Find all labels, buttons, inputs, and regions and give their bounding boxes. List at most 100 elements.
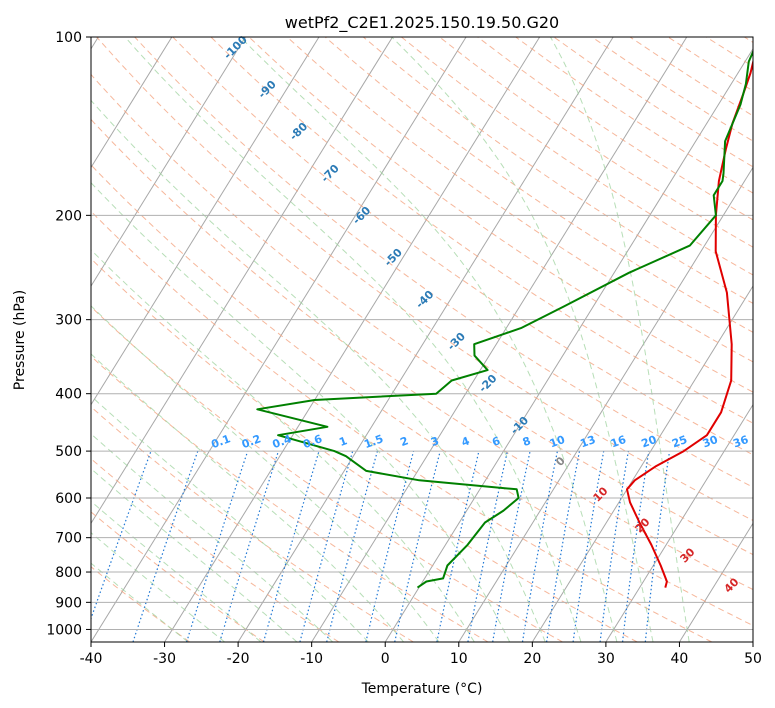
dry-adiabat-line: [91, 257, 638, 642]
mixing-ratio-label: 20: [640, 433, 659, 451]
dry-adiabat-line: [91, 210, 713, 642]
moist-adiabat-line: [91, 562, 189, 642]
mixing-ratio-line: [572, 450, 605, 642]
moist-adiabat-label: -40: [413, 288, 436, 311]
mixing-ratio-line: [186, 450, 249, 642]
x-tick-label: -30: [153, 651, 176, 667]
dry-adiabat-line: [91, 406, 414, 642]
moist-adiabat-label: -20: [476, 372, 499, 395]
isotherm-line: [237, 37, 614, 642]
mixing-ratio-label: 13: [578, 433, 597, 450]
mixing-ratio-label: 4: [460, 434, 472, 449]
x-axis-title: Temperature (°C): [361, 681, 483, 697]
x-tick-label: -20: [227, 651, 250, 667]
mixing-ratio-label: 1: [337, 434, 349, 449]
y-tick-label: 100: [55, 30, 82, 46]
dry-adiabat-line: [324, 37, 753, 333]
background-lines: [91, 37, 753, 642]
profile-series: [256, 49, 753, 589]
y-axis-title: Pressure (hPa): [12, 290, 28, 390]
mixing-ratio-label: 10: [548, 433, 567, 451]
isotherm-label: 40: [722, 575, 742, 595]
y-tick-label: 200: [55, 208, 82, 224]
y-tick-label: 400: [55, 387, 82, 403]
isotherm-line: [91, 37, 467, 642]
moist-adiabat-label: -30: [445, 330, 468, 353]
x-tick-label: 20: [523, 651, 541, 667]
mixing-ratio-line: [326, 450, 378, 642]
x-tick-label: 50: [744, 651, 762, 667]
moist-adiabat-label: -10: [508, 414, 531, 437]
mixing-ratio-label: 16: [609, 433, 628, 451]
isotherm-line: [458, 166, 753, 642]
mixing-ratio-label: 0.4: [271, 432, 294, 451]
isotherm-line: [752, 641, 753, 642]
moist-adiabat-line: [91, 182, 511, 642]
moist-adiabat-line: [91, 500, 262, 642]
moist-adiabat-label: -80: [287, 120, 310, 143]
dry-adiabat-line: [362, 37, 753, 304]
moist-adiabat-label: -70: [319, 162, 342, 185]
isotherm-label: 20: [633, 515, 653, 535]
dewpoint-profile-line: [256, 49, 753, 589]
dry-adiabat-line: [96, 37, 753, 522]
dry-adiabat-line: [705, 37, 753, 67]
moist-adiabat-line: [391, 37, 654, 642]
chart-title: wetPf2_C2E1.2025.150.19.50.G20: [285, 13, 559, 33]
isotherm-label: 30: [678, 545, 698, 565]
mixing-ratio-line: [622, 451, 650, 642]
dry-adiabat-line: [91, 306, 563, 642]
isotherm-line: [531, 285, 753, 642]
mixing-ratio-line: [132, 450, 199, 642]
y-tick-label: 900: [55, 595, 82, 611]
y-axis: 100 200 300 400 500 600 700 800 900 1000: [46, 30, 91, 638]
dry-adiabat-line: [553, 37, 753, 168]
x-tick-label: 40: [671, 651, 689, 667]
mixing-ratio-line: [299, 450, 354, 642]
mixing-ratio-label: 3: [429, 434, 441, 449]
dry-adiabat-line: [91, 566, 190, 642]
moist-adiabat-line: [550, 37, 690, 642]
moist-adiabat-label: -60: [350, 204, 373, 227]
moist-adiabat-line: [91, 99, 546, 642]
mixing-ratio-label: 1.5: [362, 432, 385, 451]
isotherm-line: [384, 47, 753, 642]
x-tick-label: -40: [80, 651, 103, 667]
dry-adiabat-line: [91, 458, 340, 642]
moist-adiabat-line: [124, 37, 582, 642]
mixing-ratio-line: [394, 450, 441, 642]
mixing-ratio-label: 25: [670, 433, 689, 450]
isotherm-line: [311, 37, 688, 642]
mixing-ratio-line: [365, 450, 415, 642]
y-tick-label: 500: [55, 444, 82, 460]
isotherm-line: [679, 522, 753, 642]
isotherm-label: 10: [591, 484, 611, 504]
x-tick-label: 0: [381, 651, 390, 667]
y-tick-label: 800: [55, 565, 82, 581]
mixing-ratio-label: 0.2: [240, 432, 263, 451]
mixing-ratio-line: [599, 450, 629, 642]
moist-adiabat-line: [91, 249, 475, 642]
isotherm-line: [91, 37, 393, 525]
x-axis: -40 -30 -20 -10 0 10 20 30 40 50: [80, 642, 762, 667]
mixing-ratio-label: 0.6: [301, 432, 324, 451]
plot-frame: [90, 36, 754, 643]
dry-adiabat-line: [744, 37, 753, 43]
isotherm-line: [91, 37, 320, 406]
moist-adiabat-line: [91, 353, 404, 642]
moist-adiabat-label: -90: [256, 78, 279, 101]
y-tick-label: 1000: [46, 622, 82, 638]
x-tick-label: 10: [450, 651, 468, 667]
mixing-ratio-label: 6: [490, 434, 502, 449]
temperature-profile-line: [626, 58, 753, 588]
mixing-ratio-line: [91, 450, 152, 621]
isotherm-line: [605, 403, 753, 642]
mixing-ratio-line: [436, 450, 480, 642]
moist-adiabat-line: [91, 395, 369, 642]
mixing-ratio-line: [492, 450, 531, 642]
moist-adiabat-label: -50: [382, 246, 405, 269]
dry-adiabat-line: [134, 37, 753, 488]
dry-adiabat-line: [91, 511, 265, 642]
dry-adiabat-line: [286, 37, 753, 363]
mixing-ratio-label: 8: [521, 434, 533, 449]
